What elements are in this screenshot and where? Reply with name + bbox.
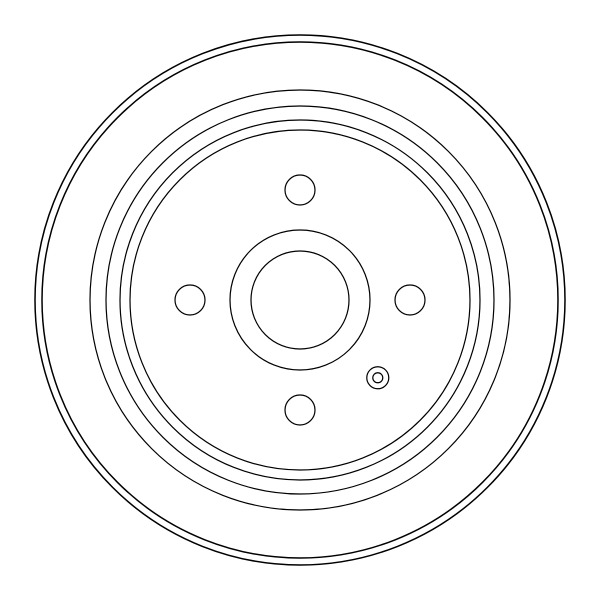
ring-2 [90,90,510,510]
ring-5 [130,130,470,470]
index-hole-outer [367,367,389,389]
index-hole-inner [373,373,383,383]
ring-3 [106,106,494,494]
brake-disc-diagram [0,0,600,600]
ring-4 [120,120,480,480]
bolt-hole-2 [285,395,315,425]
bolt-hole-1 [395,285,425,315]
ring-1 [42,42,558,558]
ring-0 [35,35,565,565]
bolt-hole-0 [285,175,315,205]
bolt-hole-3 [175,285,205,315]
ring-7 [251,251,349,349]
